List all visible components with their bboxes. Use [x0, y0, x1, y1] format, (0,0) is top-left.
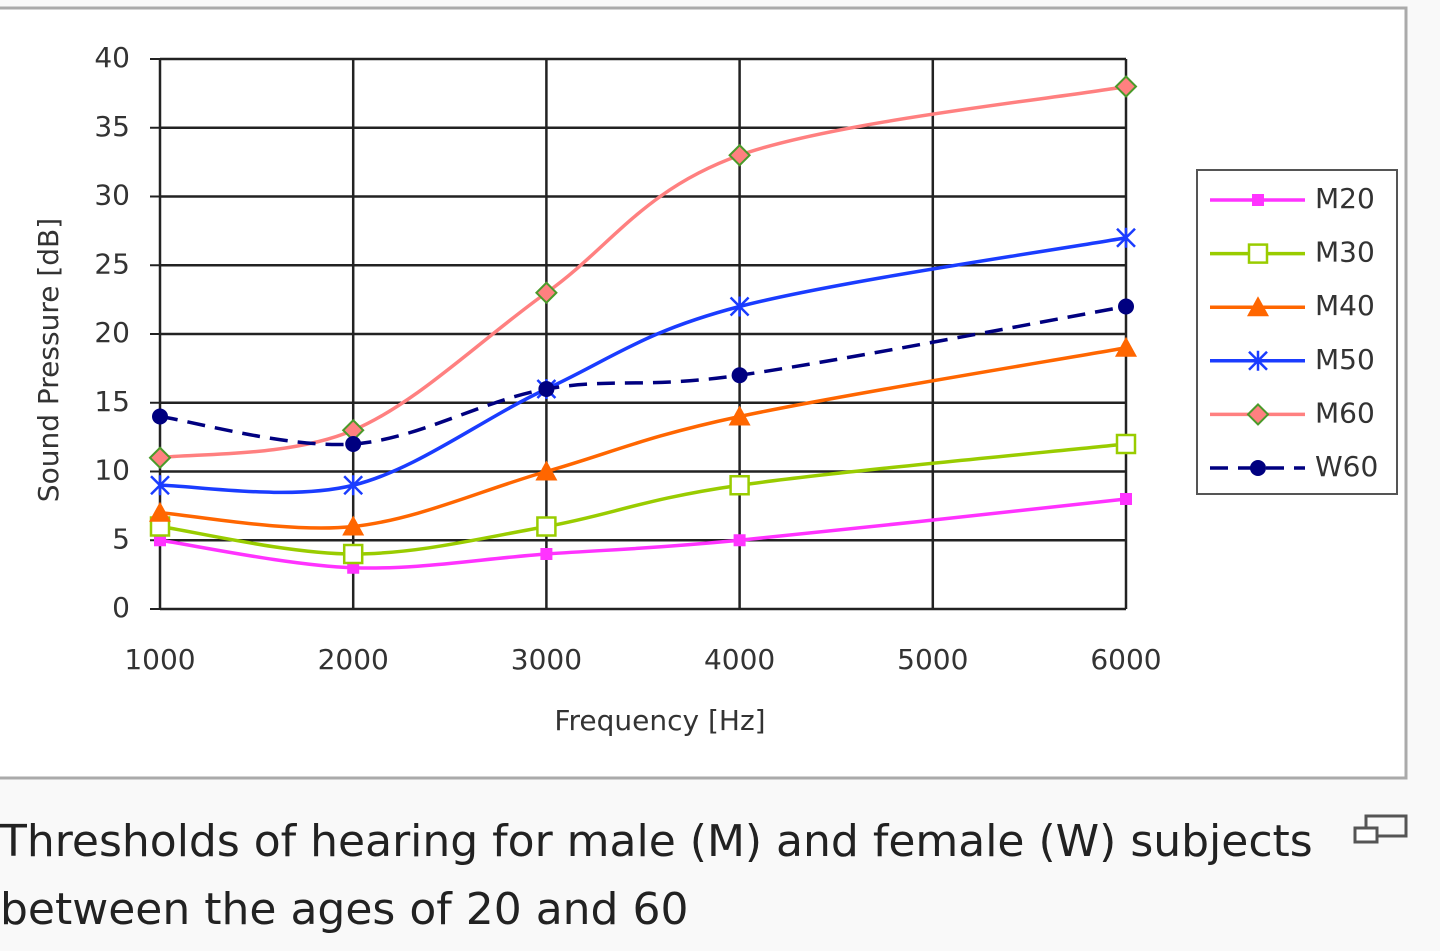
- marker: [1247, 243, 1269, 264]
- marker: [731, 367, 748, 384]
- series-line: [159, 84, 1127, 460]
- marker: [535, 460, 558, 481]
- y-axis-label: Sound Pressure [dB]: [32, 218, 65, 502]
- marker: [1120, 493, 1132, 505]
- marker: [729, 475, 750, 496]
- y-tick-label: 0: [112, 591, 130, 624]
- series-line: [159, 442, 1127, 556]
- marker: [729, 296, 750, 317]
- y-tick-label: 40: [94, 41, 130, 74]
- marker: [152, 408, 168, 425]
- x-tick-label: 6000: [1090, 643, 1161, 676]
- marker: [728, 405, 751, 426]
- x-tick-label: 4000: [704, 643, 775, 676]
- marker: [154, 534, 166, 547]
- enlarge-icon[interactable]: [1352, 812, 1412, 852]
- y-tick-label: 20: [94, 316, 130, 349]
- marker: [540, 548, 553, 560]
- x-axis-label: Frequency [Hz]: [554, 704, 765, 737]
- legend-label: W60: [1315, 450, 1378, 483]
- marker: [150, 475, 170, 496]
- y-tick-label: 35: [94, 110, 130, 143]
- marker: [342, 515, 365, 536]
- chart-frame: [0, 6, 1408, 780]
- marker: [1247, 296, 1269, 317]
- legend-box: [1196, 169, 1398, 495]
- marker: [1252, 194, 1264, 206]
- x-tick-label: 2000: [318, 643, 389, 676]
- marker: [1246, 402, 1270, 426]
- marker: [1118, 298, 1134, 315]
- series-line: [159, 304, 1127, 447]
- series-line: [159, 497, 1127, 570]
- marker: [343, 475, 364, 496]
- caption: Thresholds of hearing for male (M) and f…: [0, 816, 1313, 935]
- marker: [1115, 336, 1137, 357]
- y-tick-label: 30: [94, 179, 130, 212]
- marker: [347, 561, 360, 574]
- marker: [536, 516, 557, 537]
- series-line: [159, 236, 1127, 495]
- marker: [534, 281, 558, 305]
- marker: [538, 381, 555, 397]
- x-tick-label: 1000: [124, 643, 195, 676]
- x-tick-label: 3000: [511, 643, 582, 676]
- marker: [1115, 433, 1137, 455]
- series-line: [159, 346, 1127, 530]
- marker: [149, 501, 171, 522]
- y-tick-label: 10: [94, 454, 130, 487]
- marker: [1250, 460, 1266, 476]
- marker: [342, 543, 364, 565]
- x-tick-label: 5000: [897, 643, 968, 676]
- marker: [345, 436, 362, 452]
- marker: [1116, 227, 1136, 248]
- legend-label: M20: [1315, 182, 1375, 215]
- legend-label: M40: [1315, 289, 1375, 322]
- marker: [728, 143, 752, 167]
- legend-label: M50: [1315, 343, 1375, 376]
- chart: Frequency [Hz] Sound Pressure [dB] 0 5 10 1…: [0, 6, 1408, 780]
- y-tick-label: 25: [94, 247, 130, 280]
- legend-label: M60: [1315, 396, 1375, 429]
- marker: [1114, 75, 1138, 98]
- marker: [733, 534, 746, 547]
- marker: [148, 446, 172, 470]
- y-tick-label: 5: [112, 522, 130, 555]
- legend-label: M30: [1315, 236, 1375, 269]
- marker: [1248, 350, 1268, 371]
- y-tick-label: 15: [94, 385, 130, 418]
